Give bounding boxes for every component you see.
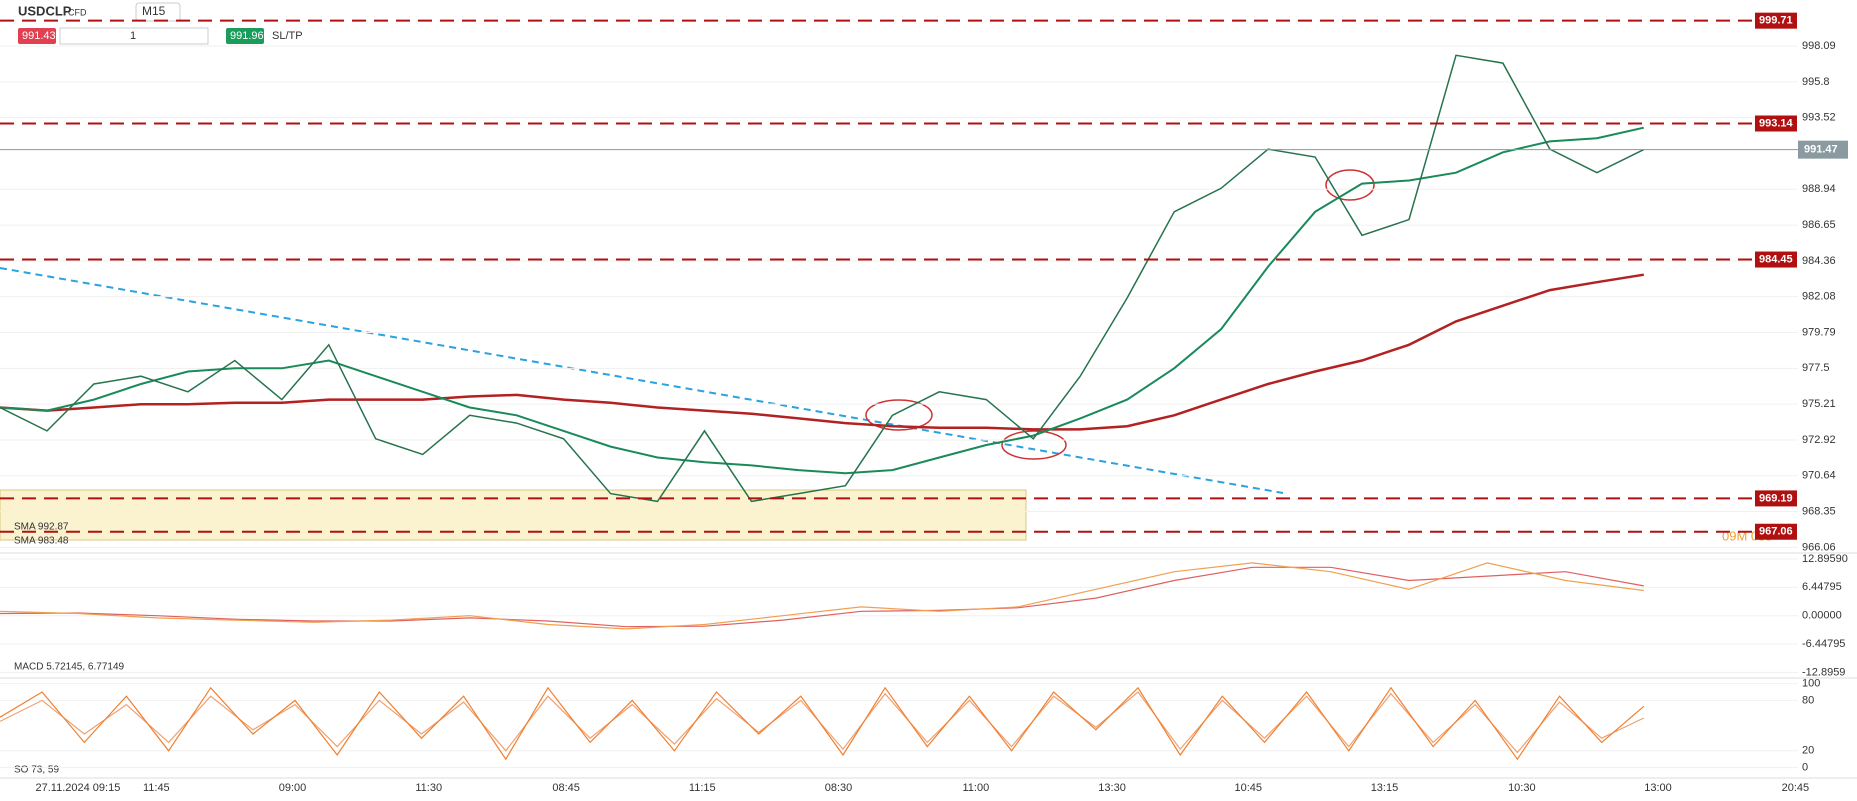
- x-tick-label: 11:30: [415, 782, 442, 794]
- x-tick-label: 10:45: [1234, 782, 1262, 794]
- x-tick-label: 11:00: [963, 782, 990, 794]
- highlight: [865, 399, 933, 431]
- x-tick-label: 08:30: [825, 782, 853, 794]
- x-tick-label: 08:45: [552, 782, 580, 794]
- highlight: [1325, 169, 1375, 201]
- x-tick-label: 09:00: [279, 782, 307, 794]
- bid[interactable]: 991.43: [22, 30, 56, 42]
- ask-box[interactable]: [226, 28, 264, 44]
- y-tick-label: 979.79: [1802, 326, 1836, 338]
- x-tick-label: 13:00: [1644, 782, 1672, 794]
- x-tick-label: 20:45: [1782, 782, 1810, 794]
- series-line: [0, 691, 1645, 754]
- symbol[interactable]: USDCLP: [18, 3, 72, 18]
- level-badge: [1755, 12, 1797, 29]
- timeframe[interactable]: M15: [142, 4, 166, 18]
- y-tick-label: 984.36: [1802, 255, 1836, 267]
- series-line: [0, 273, 1644, 431]
- y-tick-label: 975.21: [1802, 398, 1836, 410]
- y-tick-label: 968.35: [1802, 505, 1836, 517]
- quantity[interactable]: 1: [130, 30, 136, 42]
- legend: MACD 5.72145, 6.77149: [14, 662, 125, 673]
- x-tick-label: 11:45: [143, 782, 170, 794]
- y-tick-label: 970.64: [1802, 470, 1836, 482]
- x-tick-label: 13:15: [1371, 782, 1399, 794]
- level-badge: [1755, 251, 1797, 268]
- level-badge: [1755, 523, 1797, 540]
- current-price-badge: [1798, 140, 1848, 159]
- bid-box[interactable]: [18, 28, 56, 44]
- qty-box[interactable]: [59, 27, 209, 45]
- level-label: 969.19: [1759, 492, 1793, 504]
- kind: CFD: [68, 7, 87, 17]
- y-tick-label: 966.06: [1802, 541, 1836, 553]
- level-label: 984.45: [1759, 253, 1793, 265]
- y-tick-label: 986.65: [1802, 219, 1836, 231]
- series-line: [0, 54, 1645, 503]
- y-tick-label: 995.8: [1802, 76, 1830, 88]
- x-tick-label: 13:30: [1098, 782, 1126, 794]
- sltp[interactable]: SL/TP: [272, 30, 303, 42]
- y-tick-label: 993.52: [1802, 111, 1836, 123]
- y-tick-label: -6.44795: [1802, 638, 1845, 650]
- legend: SMA 983.48: [14, 536, 69, 547]
- level-label: 967.06: [1759, 526, 1793, 538]
- current-price-label: 991.47: [1804, 144, 1838, 156]
- trend-line: [0, 267, 1284, 494]
- series-line: [0, 686, 1645, 761]
- x-tick-label: 11:15: [689, 782, 716, 794]
- y-tick-label: 972.92: [1802, 434, 1836, 446]
- y-tick-label: -12.8959: [1802, 666, 1845, 678]
- toolbar: USDCLP CFD M15 991.43 1 991.96 SL/TP: [18, 2, 303, 45]
- y-tick-label: 100: [1802, 678, 1820, 690]
- series-line: [0, 566, 1644, 628]
- x-tick-label: 27.11.2024 09:15: [36, 782, 121, 794]
- x-tick-label: 10:30: [1508, 782, 1536, 794]
- level-label: 993.14: [1759, 117, 1794, 129]
- y-tick-label: 6.44795: [1802, 581, 1842, 593]
- legend: SMA 992.87: [14, 522, 69, 533]
- y-tick-label: 20: [1802, 745, 1814, 757]
- y-tick-label: 982.08: [1802, 291, 1836, 303]
- level-label: 999.71: [1759, 15, 1793, 27]
- series-line: [0, 562, 1644, 630]
- y-tick-label: 80: [1802, 694, 1814, 706]
- y-tick-label: 12.89590: [1802, 553, 1848, 565]
- legend: SO 73, 59: [14, 765, 59, 776]
- highlight: [1001, 430, 1067, 460]
- series-line: [0, 126, 1645, 475]
- y-tick-label: 0: [1802, 761, 1808, 773]
- level-badge: [1755, 490, 1797, 507]
- ask[interactable]: 991.96: [230, 30, 264, 42]
- y-tick-label: 0.00000: [1802, 610, 1842, 622]
- y-tick-label: 977.5: [1802, 362, 1830, 374]
- y-tick-label: 988.94: [1802, 183, 1836, 195]
- level-badge: [1755, 115, 1797, 132]
- y-tick-label: 998.09: [1802, 40, 1836, 52]
